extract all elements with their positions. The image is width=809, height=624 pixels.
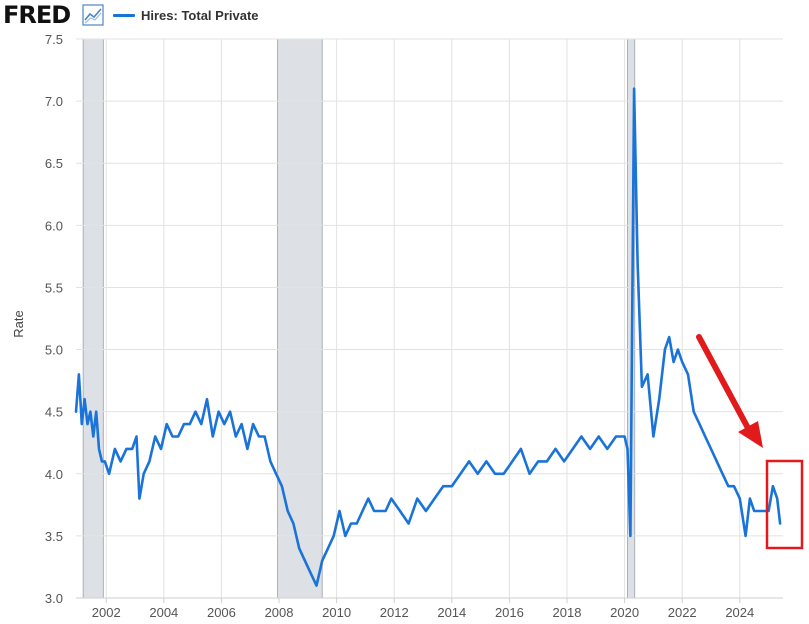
arrow-shaft — [696, 334, 752, 433]
legend-swatch — [113, 14, 135, 17]
y-tick-label: 6.0 — [45, 218, 63, 233]
chart-header: FRED Hires: Total Private — [0, 0, 809, 34]
recession-shading — [82, 38, 636, 599]
gridlines — [76, 38, 783, 599]
x-tick-label: 2016 — [495, 605, 524, 620]
x-tick-label: 2010 — [322, 605, 351, 620]
red-arrow-icon — [696, 334, 763, 448]
y-tick-label: 5.0 — [45, 343, 63, 358]
arrow-head — [738, 421, 763, 448]
x-tick-label: 2020 — [610, 605, 639, 620]
x-tick-label: 2024 — [725, 605, 754, 620]
x-tick-label: 2004 — [149, 605, 178, 620]
y-tick-label: 4.5 — [45, 405, 63, 420]
annotations — [696, 334, 804, 550]
x-tick-label: 2018 — [553, 605, 582, 620]
x-tick-label: 2006 — [207, 605, 236, 620]
y-tick-label: 4.0 — [45, 467, 63, 482]
y-tick-label: 3.5 — [45, 529, 63, 544]
line-chart-icon — [82, 4, 104, 26]
x-tick-label: 2022 — [668, 605, 697, 620]
axes: 3.0 3.5 4.0 4.5 5.0 5.5 6.0 6.5 7.0 7.5 2002 2004 20… — [45, 32, 783, 620]
series-layer — [74, 87, 782, 587]
y-tick-label: 3.0 — [45, 591, 63, 606]
fred-logo[interactable]: FRED — [3, 1, 71, 29]
recession-band — [82, 38, 104, 599]
x-tick-label: 2012 — [380, 605, 409, 620]
y-tick-label: 7.0 — [45, 94, 63, 109]
recession-band — [277, 38, 323, 599]
series-line — [74, 87, 782, 587]
y-tick-label: 7.5 — [45, 32, 63, 47]
y-tick-label: 5.5 — [45, 280, 63, 295]
x-tick-label: 2014 — [437, 605, 466, 620]
x-tick-label: 2008 — [265, 605, 294, 620]
x-tick-label: 2002 — [92, 605, 121, 620]
legend-label: Hires: Total Private — [141, 8, 259, 23]
red-rectangle-highlight — [765, 459, 804, 550]
y-axis-label: Rate — [11, 310, 26, 337]
legend[interactable]: Hires: Total Private — [113, 8, 259, 23]
y-tick-label: 6.5 — [45, 156, 63, 171]
